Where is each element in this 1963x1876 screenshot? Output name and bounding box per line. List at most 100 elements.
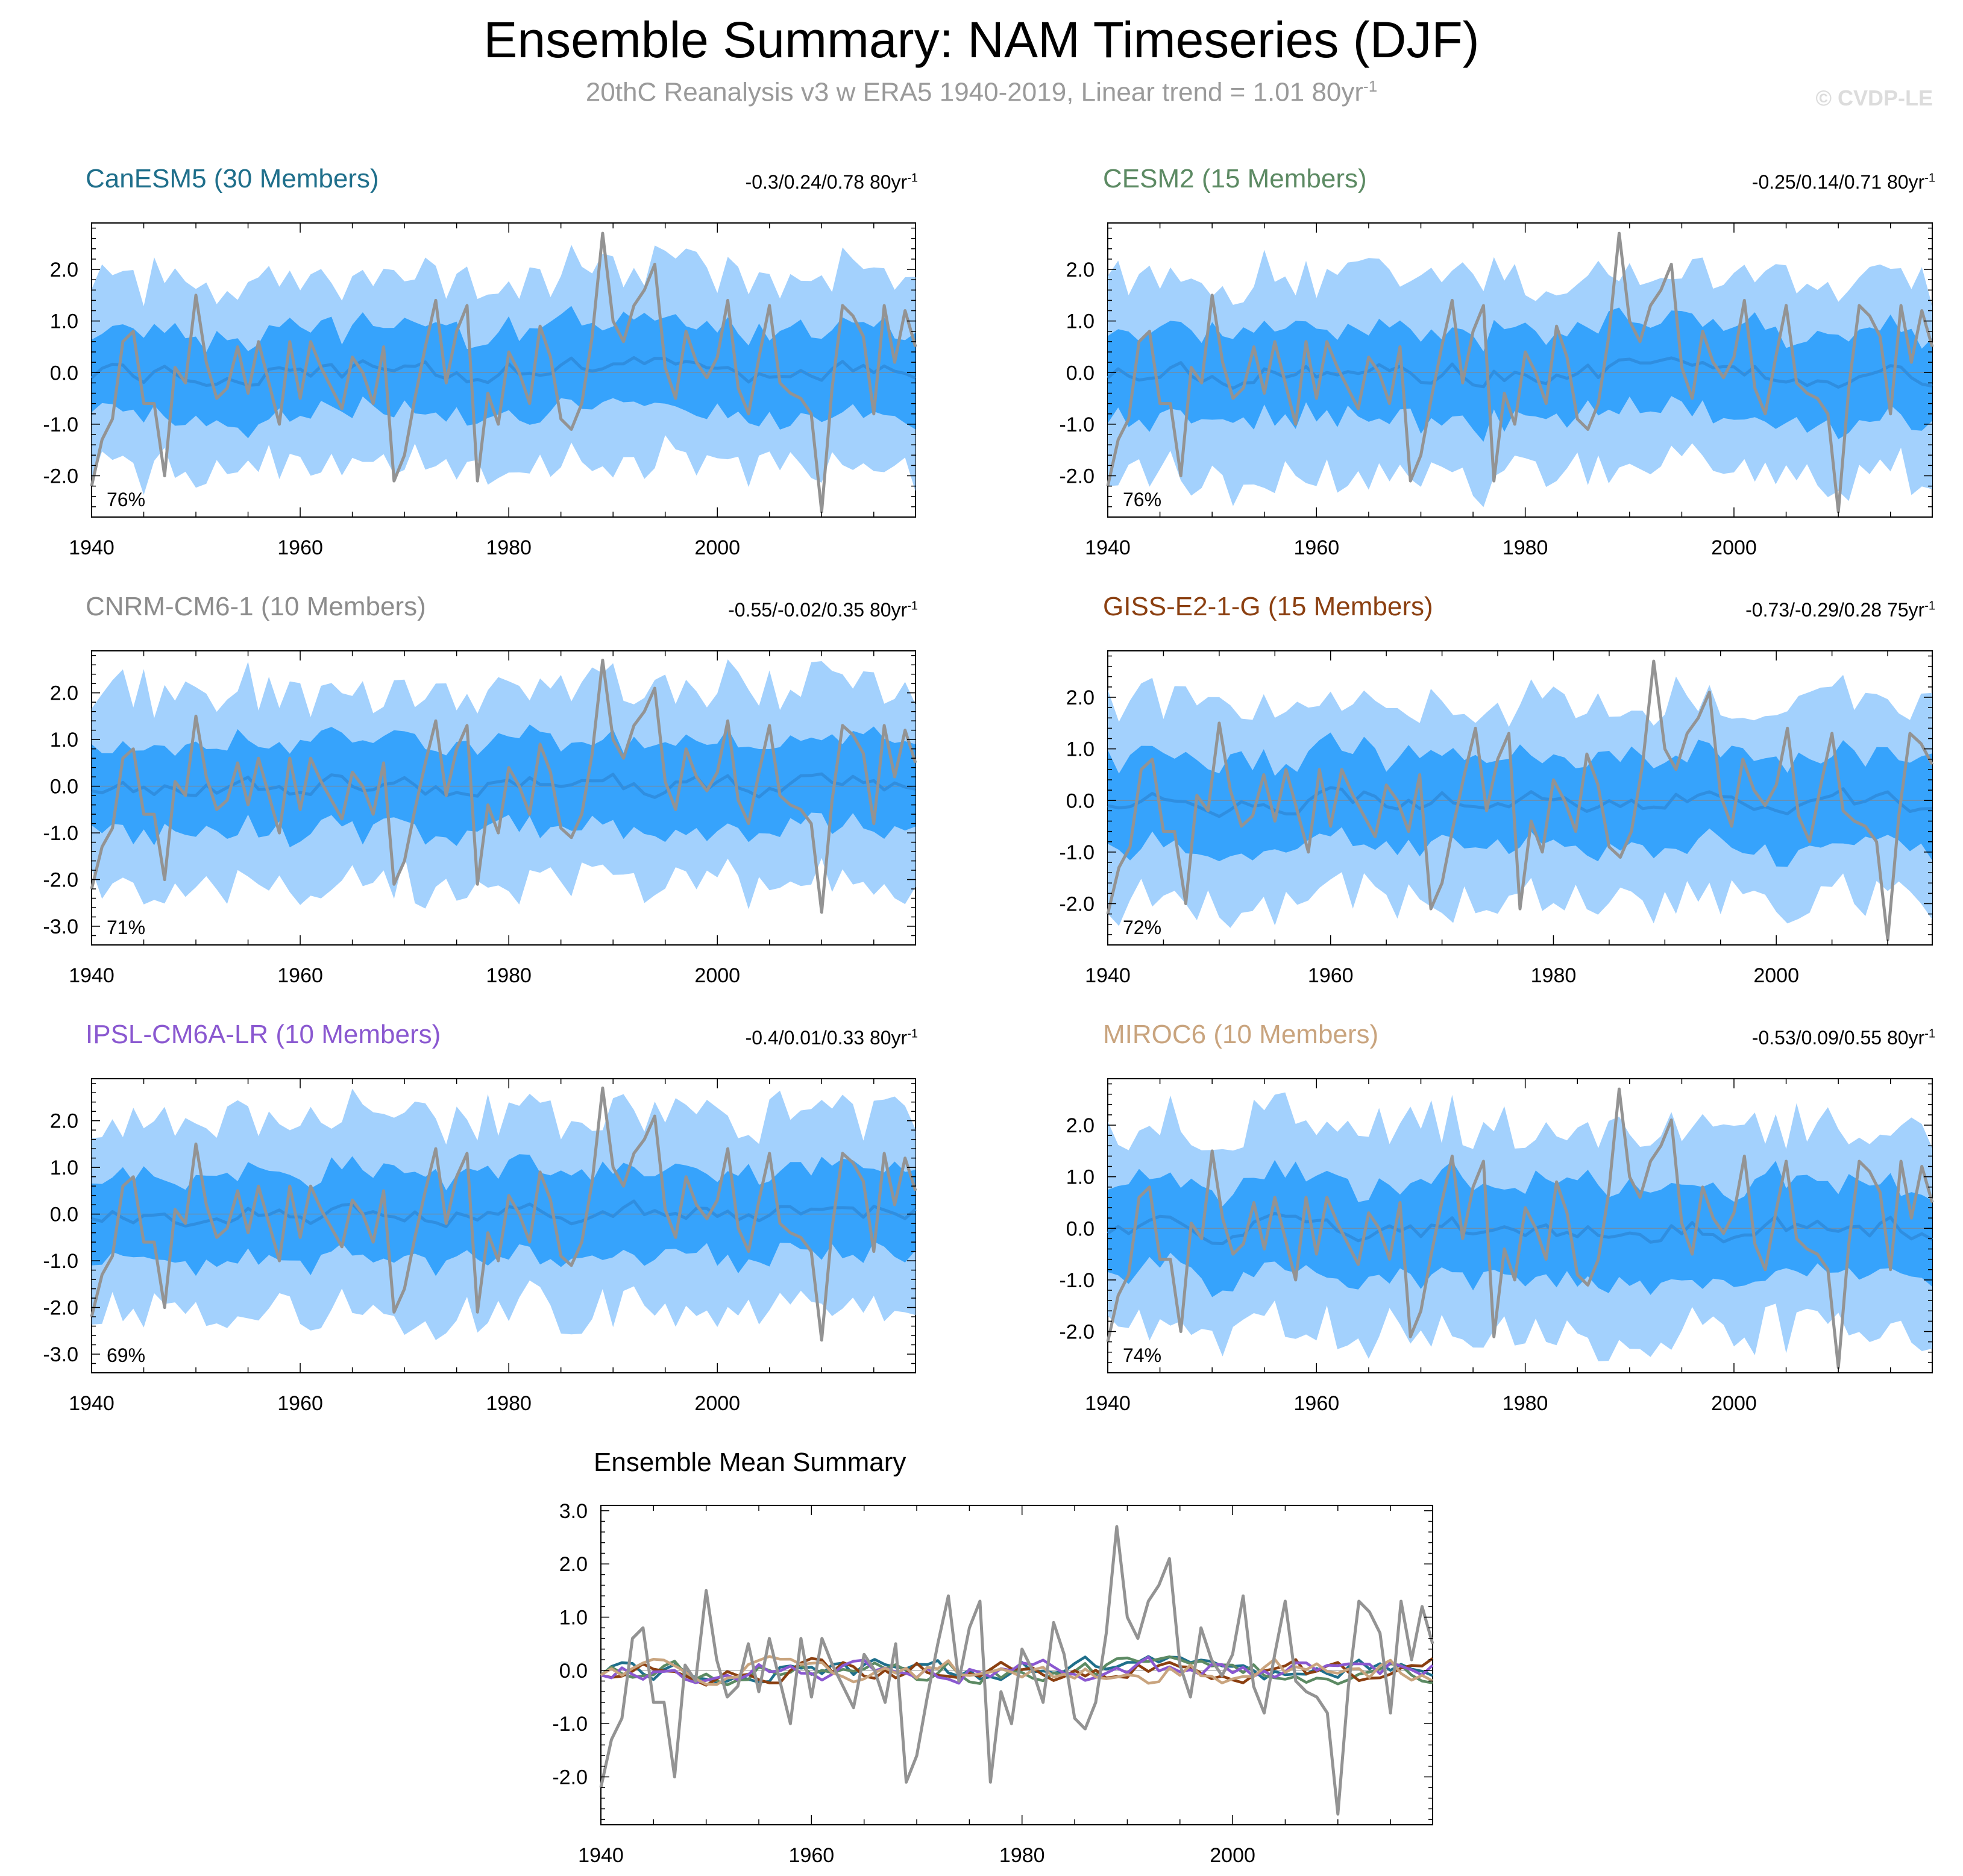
x-tick-label: 2000: [1753, 964, 1799, 987]
y-tick-label: 1.0: [1066, 310, 1095, 333]
x-tick-label: 2000: [1210, 1844, 1255, 1867]
y-tick-label: -1.0: [552, 1713, 588, 1736]
x-tick-label: 1980: [1503, 536, 1548, 559]
panel-stats-exponent: -1: [907, 599, 918, 613]
chart-ensemble-mean-summary: 3.0 2.0 1.0 0.0 -1.0 -2.0 1940 1960 1980 2000: [552, 1500, 1434, 1867]
y-tick-label: -2.0: [43, 465, 78, 488]
x-tick-label: 1940: [69, 1392, 115, 1415]
y-tick-label: -2.0: [43, 1297, 78, 1320]
y-tick-label: 0.0: [1066, 362, 1095, 384]
y-tick-label: 1.0: [50, 1156, 78, 1179]
panel-stats-text: -0.25/0.14/0.71 80yr: [1751, 171, 1925, 193]
x-tick-label: 1960: [1308, 964, 1354, 987]
percent-label: 74%: [1123, 1344, 1161, 1366]
x-tick-label: 2000: [694, 964, 740, 987]
x-tick-label: 1960: [1294, 1392, 1340, 1415]
panel-stats-giss-e2-1-g: -0.73/-0.29/0.28 75yr-1: [1745, 599, 1935, 621]
panel-title-ipsl-cm6a-lr: IPSL-CM6A-LR (10 Members): [86, 1020, 441, 1049]
y-tick-label: 1.0: [1066, 1166, 1095, 1189]
plot-frame: [600, 1505, 1433, 1825]
panel-title-miroc6: MIROC6 (10 Members): [1103, 1020, 1379, 1049]
y-tick-label: 0.0: [50, 362, 78, 384]
y-tick-label: -2.0: [1059, 465, 1095, 488]
x-tick-label: 1940: [578, 1844, 624, 1867]
y-tick-label: 2.0: [50, 259, 78, 281]
x-tick-label: 2000: [694, 1392, 740, 1415]
x-tick-label: 2000: [1711, 1392, 1757, 1415]
x-tick-label: 2000: [1711, 536, 1757, 559]
y-tick-label: 1.0: [559, 1607, 588, 1630]
y-tick-label: 2.0: [50, 682, 78, 705]
y-tick-label: 1.0: [1066, 738, 1095, 761]
y-tick-label: -3.0: [43, 915, 78, 938]
chart-giss-e2-1-g: 72% 2.0 1.0 0.0 -1.0 -2.0 1940 1960 1980 2000: [1059, 650, 1934, 987]
panel-stats-exponent: -1: [907, 171, 918, 185]
y-tick-label: -2.0: [552, 1766, 588, 1789]
y-tick-label: 0.0: [50, 1203, 78, 1226]
plot-area: [90, 1087, 917, 1342]
panel-stats-exponent: -1: [1924, 599, 1935, 613]
observations-line: [90, 1087, 917, 1342]
y-tick-label: -1.0: [1059, 1269, 1095, 1292]
percent-label: 76%: [1123, 489, 1161, 510]
x-tick-label: 1940: [1085, 964, 1131, 987]
plot-area: [1106, 1087, 1934, 1369]
figure-title: Ensemble Summary: NAM Timeseries (DJF): [483, 11, 1480, 68]
y-tick-label: -1.0: [43, 822, 78, 845]
y-tick-label: -1.0: [1059, 413, 1095, 436]
percent-label: 76%: [107, 489, 145, 510]
x-tick-label: 1940: [69, 964, 115, 987]
x-tick-label: 1960: [789, 1844, 835, 1867]
y-tick-label: -1.0: [1059, 841, 1095, 864]
panel-stats-exponent: -1: [1924, 1027, 1935, 1041]
observations-line: [1106, 231, 1934, 513]
panel-stats-cnrm-cm6-1: -0.55/-0.02/0.35 80yr-1: [728, 599, 918, 621]
y-tick-label: 3.0: [559, 1500, 588, 1523]
x-tick-label: 1980: [999, 1844, 1045, 1867]
y-tick-label: 0.0: [1066, 789, 1095, 812]
panel-title-canesm5: CanESM5 (30 Members): [86, 164, 379, 193]
plot-area: [1106, 231, 1934, 513]
x-tick-label: 1960: [277, 1392, 323, 1415]
percent-label: 71%: [107, 917, 145, 938]
panel-title-cesm2: CESM2 (15 Members): [1103, 164, 1367, 193]
plot-area: [90, 231, 917, 513]
panel-stats-text: -0.55/-0.02/0.35 80yr: [728, 599, 908, 621]
x-tick-label: 2000: [694, 536, 740, 559]
y-tick-label: -1.0: [43, 1250, 78, 1273]
inner-spread-band: [92, 1154, 916, 1276]
observations-line: [90, 231, 917, 513]
panel-stats-text: -0.3/0.24/0.78 80yr: [745, 171, 908, 193]
x-tick-label: 1980: [486, 536, 532, 559]
observations-line: [1106, 1087, 1934, 1369]
y-tick-label: -1.0: [43, 413, 78, 436]
y-tick-label: 0.0: [50, 776, 78, 798]
panel-stats-cesm2: -0.25/0.14/0.71 80yr-1: [1752, 171, 1935, 193]
y-tick-label: 2.0: [1066, 1114, 1095, 1137]
y-tick-label: 0.0: [1066, 1217, 1095, 1240]
observations-line: [90, 659, 917, 914]
y-tick-label: 2.0: [1066, 686, 1095, 709]
chart-ipsl-cm6a-lr: 69% 2.0 1.0 0.0 -1.0 -2.0 -3.0 1940 1960 1980 2000: [43, 1078, 917, 1415]
credit-watermark: © CVDP-LE: [1815, 86, 1933, 110]
x-tick-label: 1960: [1294, 536, 1340, 559]
chart-miroc6: 74% 2.0 1.0 0.0 -1.0 -2.0 1940 1960 1980 2000: [1059, 1078, 1934, 1415]
y-tick-label: 1.0: [50, 729, 78, 751]
series-line-observations: [599, 1525, 1434, 1816]
panel-stats-ipsl-cm6a-lr: -0.4/0.01/0.33 80yr-1: [746, 1027, 918, 1049]
plot-area: [90, 659, 917, 914]
y-tick-label: -2.0: [1059, 1321, 1095, 1344]
chart-canesm5: 76% 2.0 1.0 0.0 -1.0 -2.0 1940 1960 1980 2000: [43, 222, 917, 559]
inner-spread-band: [92, 306, 916, 439]
panel-stats-text: -0.73/-0.29/0.28 75yr: [1745, 599, 1925, 621]
panel-stats-miroc6: -0.53/0.09/0.55 80yr-1: [1752, 1027, 1935, 1049]
chart-cesm2: 76% 2.0 1.0 0.0 -1.0 -2.0 1940 1960 1980 2000: [1059, 222, 1934, 559]
chart-cnrm-cm6-1: 71% 2.0 1.0 0.0 -1.0 -2.0 -3.0 1940 1960 1980 2000: [43, 650, 917, 987]
x-tick-label: 1960: [277, 964, 323, 987]
panel-stats-exponent: -1: [1924, 171, 1935, 185]
mean-summary-title: Ensemble Mean Summary: [594, 1448, 906, 1477]
y-tick-label: -3.0: [43, 1343, 78, 1366]
panel-title-cnrm-cm6-1: CNRM-CM6-1 (10 Members): [86, 592, 426, 621]
figure-subtitle: 20thC Reanalysis v3 w ERA5 1940-2019, Li…: [0, 77, 1963, 108]
y-tick-label: 0.0: [559, 1660, 588, 1683]
